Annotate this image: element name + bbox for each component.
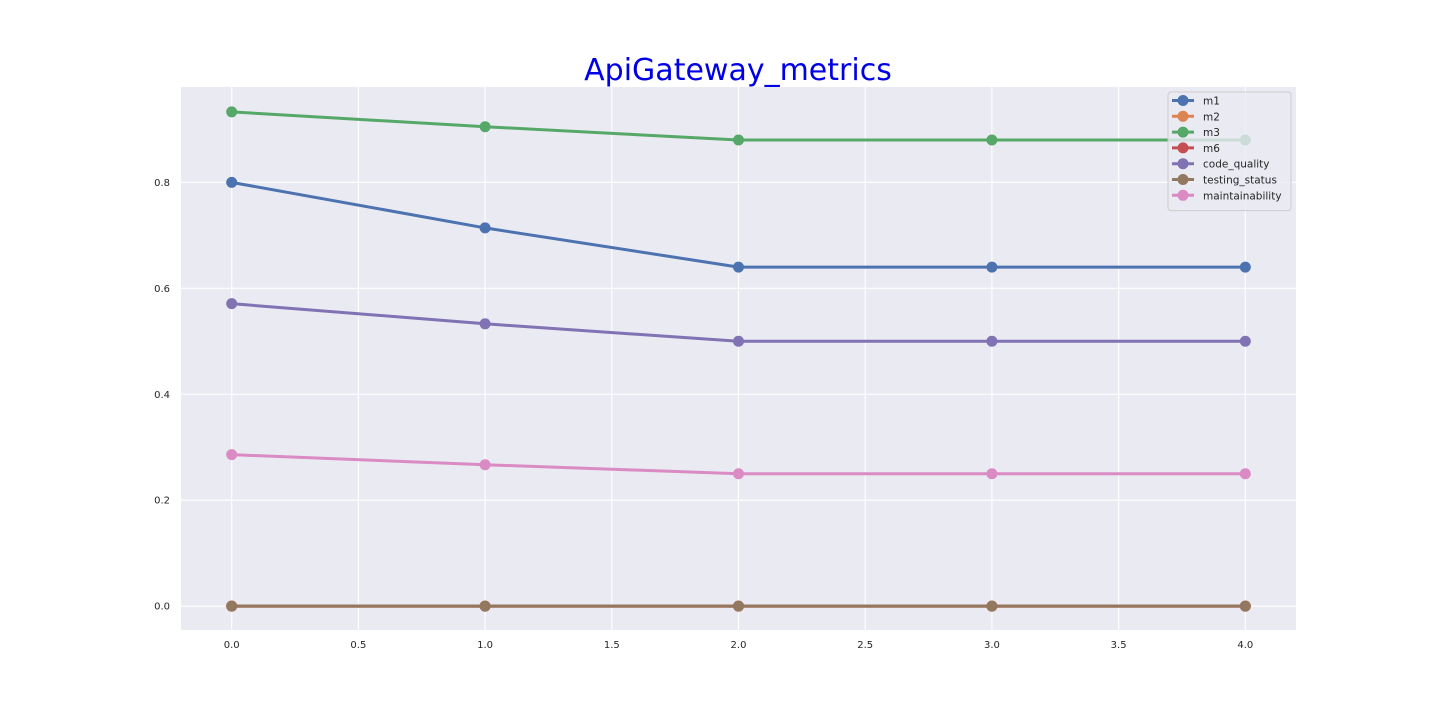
legend-swatch-marker bbox=[1177, 174, 1189, 185]
legend-item-m1: m1 bbox=[1172, 95, 1220, 108]
x-tick-label: 1.0 bbox=[477, 640, 493, 651]
data-point bbox=[226, 106, 238, 118]
legend-item-maintainability: maintainability bbox=[1172, 189, 1282, 202]
data-point bbox=[986, 134, 998, 146]
data-point bbox=[733, 261, 744, 273]
legend-swatch-marker bbox=[1177, 189, 1189, 201]
legend-swatch-marker bbox=[1177, 95, 1189, 106]
data-point bbox=[1239, 335, 1251, 347]
x-tick-label: 2.0 bbox=[731, 640, 747, 651]
legend-swatch-marker bbox=[1177, 110, 1189, 122]
legend-item-testing_status: testing_status bbox=[1172, 174, 1277, 187]
data-point bbox=[479, 121, 491, 133]
legend-label: maintainability bbox=[1203, 190, 1282, 202]
series-testing_status bbox=[226, 600, 1251, 612]
data-point bbox=[226, 176, 238, 188]
legend-label: m2 bbox=[1203, 111, 1220, 123]
legend-item-m6: m6 bbox=[1172, 142, 1220, 155]
y-tick-label: 0.6 bbox=[154, 284, 170, 295]
tick-labels: 0.0 0.5 1.0 1.5 2.0 2.5 3.0 3.5 4.0 0.0 0.2 0.4 0.6 0… bbox=[154, 178, 1253, 651]
x-tick-label: 1.5 bbox=[604, 640, 620, 651]
legend-swatch-marker bbox=[1177, 158, 1189, 170]
data-point bbox=[986, 261, 998, 273]
x-tick-label: 0.0 bbox=[224, 640, 240, 651]
series-layer bbox=[226, 106, 1251, 612]
series-maintainability bbox=[226, 449, 1251, 480]
x-tick-label: 4.0 bbox=[1237, 640, 1253, 651]
legend-label: m1 bbox=[1203, 96, 1220, 108]
data-point bbox=[226, 600, 238, 612]
data-point bbox=[479, 459, 491, 471]
legend-box bbox=[1167, 91, 1292, 212]
legend-item-m3: m3 bbox=[1172, 126, 1220, 139]
x-tick-label: 2.5 bbox=[857, 640, 873, 651]
data-point bbox=[986, 600, 998, 612]
data-point bbox=[226, 449, 238, 461]
y-tick-label: 0.8 bbox=[154, 178, 170, 189]
data-point bbox=[1239, 600, 1251, 612]
legend-label: m3 bbox=[1203, 127, 1220, 139]
data-point bbox=[479, 222, 491, 234]
series-code_quality bbox=[226, 298, 1251, 347]
legend-swatch-marker bbox=[1177, 142, 1189, 154]
y-tick-label: 0.0 bbox=[154, 602, 170, 613]
chart-title: ApiGateway_metrics bbox=[584, 53, 892, 88]
y-tick-label: 0.4 bbox=[154, 390, 170, 401]
data-point bbox=[479, 318, 491, 330]
x-tick-label: 3.5 bbox=[1111, 640, 1127, 651]
data-point bbox=[1239, 261, 1251, 273]
data-point bbox=[733, 335, 744, 347]
y-tick-label: 0.2 bbox=[154, 496, 170, 507]
data-point bbox=[986, 468, 998, 480]
data-point bbox=[479, 600, 491, 612]
data-point bbox=[1239, 468, 1251, 480]
data-point bbox=[733, 468, 744, 480]
legend-label: code_quality bbox=[1203, 159, 1270, 171]
legend-swatch-marker bbox=[1177, 126, 1189, 138]
legend-label: testing_status bbox=[1203, 175, 1277, 187]
legend-label: m6 bbox=[1203, 143, 1220, 155]
data-point bbox=[733, 134, 744, 146]
data-point bbox=[986, 335, 998, 347]
legend-item-m2: m2 bbox=[1172, 110, 1220, 123]
x-tick-label: 3.0 bbox=[984, 640, 1000, 651]
data-point bbox=[733, 600, 744, 612]
x-tick-label: 0.5 bbox=[350, 640, 366, 651]
series-m1 bbox=[226, 176, 1251, 273]
legend-item-code_quality: code_quality bbox=[1172, 158, 1270, 171]
data-point bbox=[226, 298, 238, 310]
legend: m1 m2 m3 m6 code_quality testing_statusmainta… bbox=[1167, 91, 1292, 212]
